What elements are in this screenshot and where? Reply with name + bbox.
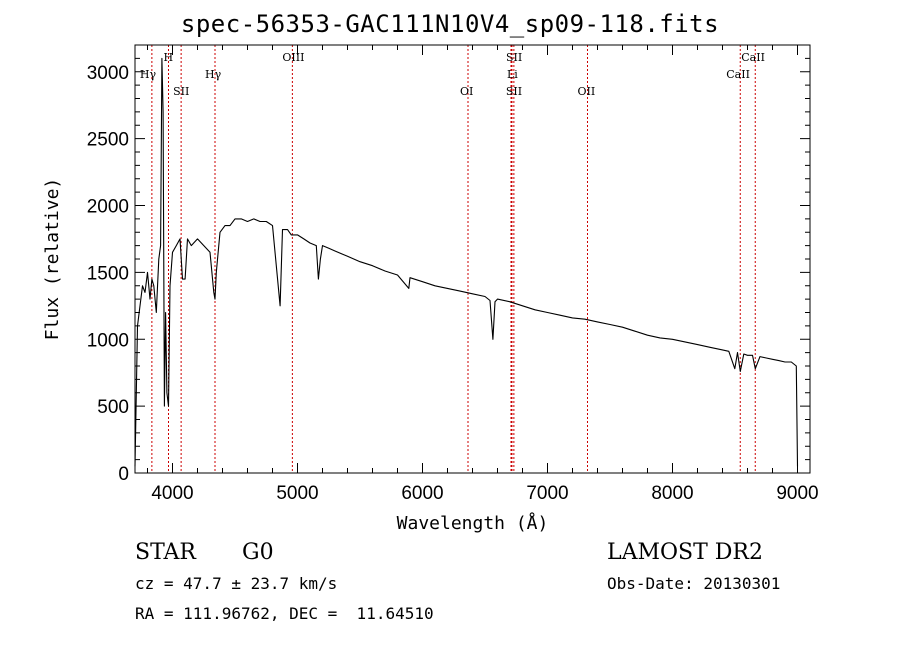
- x-tick-label: 6000: [401, 483, 443, 504]
- chart-title: spec-56353-GAC111N10V4_sp09-118.fits: [180, 10, 720, 38]
- y-tick-label: 2500: [87, 130, 129, 151]
- line-id-label: SII: [173, 85, 189, 98]
- y-tick-label: 3000: [87, 63, 129, 84]
- spectrum-line: [134, 57, 799, 467]
- line-id-label: OII: [578, 85, 596, 98]
- line-id-label: CaII: [741, 51, 765, 64]
- y-tick-label: 0: [118, 464, 129, 485]
- line-id-label: CaII: [726, 68, 750, 81]
- line-id-label: Li: [507, 68, 518, 81]
- coordinates-text: RA = 111.96762, DEC = 11.64510: [135, 604, 434, 623]
- object-class: STAR: [135, 540, 196, 565]
- line-id-label: SII: [506, 85, 522, 98]
- line-id-label: Hγ: [205, 68, 222, 81]
- x-tick-label: 9000: [776, 483, 818, 504]
- line-id-label: OI: [460, 85, 473, 98]
- plot-frame: [134, 44, 811, 474]
- line-id-label: H: [164, 51, 174, 64]
- redshift-text: cz = 47.7 ± 23.7 km/s: [135, 574, 338, 593]
- y-tick-label: 500: [97, 397, 129, 418]
- line-id-label: Hγ: [140, 68, 157, 81]
- y-tick-label: 1000: [87, 330, 129, 351]
- x-axis-label: Wavelength (Å): [397, 512, 549, 534]
- line-id-label: OIII: [282, 51, 304, 64]
- object-subclass: G0: [242, 540, 274, 565]
- y-tick-label: 1500: [87, 263, 129, 284]
- x-tick-label: 5000: [276, 483, 318, 504]
- obs-date-text: Obs-Date: 20130301: [607, 574, 781, 593]
- x-tick-label: 7000: [526, 483, 568, 504]
- x-tick-label: 4000: [151, 483, 193, 504]
- x-tick-label: 8000: [651, 483, 693, 504]
- y-axis-label: Flux (relative): [42, 178, 63, 341]
- y-tick-label: 2000: [87, 197, 129, 218]
- survey-name: LAMOST DR2: [607, 540, 763, 565]
